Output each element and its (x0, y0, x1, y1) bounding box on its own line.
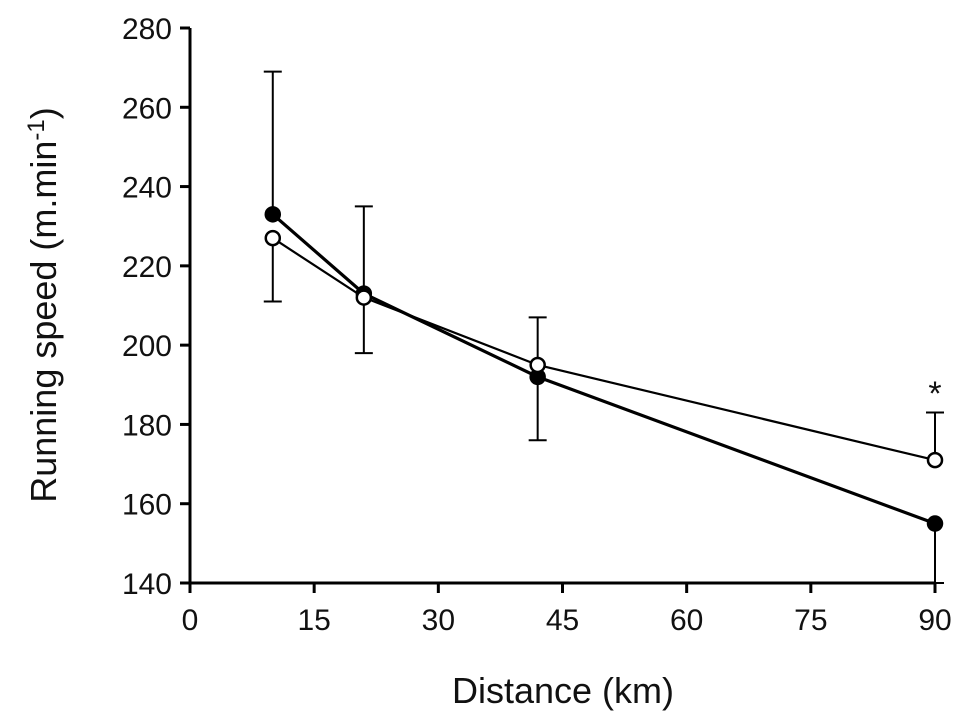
y-axis-title-main: Running speed (m.min (23, 141, 64, 503)
x-tick-label: 30 (422, 604, 455, 637)
series-2-open-point (355, 289, 373, 306)
x-tick-label: 75 (794, 604, 827, 637)
series-lines (271, 213, 936, 526)
error-bars (263, 70, 944, 584)
y-tick-label: 220 (122, 251, 172, 284)
series-1-line (271, 213, 936, 526)
series-2-line (272, 237, 936, 462)
y-tick-label: 240 (122, 172, 172, 205)
x-axis-title: Distance (km) (452, 670, 674, 711)
y-tick-label: 280 (122, 13, 172, 46)
y-tick-label: 180 (122, 409, 172, 442)
series-2-open-point (264, 229, 282, 247)
y-tick-label: 140 (122, 568, 172, 601)
y-tick-label: 160 (122, 489, 172, 522)
y-axis-title: Running speed (m.min-1) (23, 107, 64, 503)
x-tick-label: 15 (297, 604, 330, 637)
annotations: * (928, 375, 941, 413)
significance-asterisk: * (928, 375, 941, 413)
data-points (264, 206, 944, 532)
series-1-filled-point (926, 515, 944, 532)
y-tick-label: 260 (122, 92, 172, 125)
x-tick-label: 0 (182, 604, 199, 637)
x-tick-label: 90 (918, 604, 951, 637)
series-2-open-point (529, 356, 546, 374)
axes (188, 28, 935, 585)
series-1-filled-point (264, 206, 282, 223)
y-axis-ticks: 140 160 180 200 220 240 260 280 (122, 13, 190, 601)
x-tick-label: 60 (670, 604, 703, 637)
y-axis-title-suffix: ) (23, 107, 64, 119)
x-tick-label: 45 (546, 604, 579, 637)
series-2-open-point (926, 451, 944, 469)
x-axis-ticks: 0 15 30 45 60 75 90 (182, 583, 952, 637)
y-axis-title-superscript: -1 (23, 119, 50, 140)
y-tick-label: 200 (122, 330, 172, 363)
